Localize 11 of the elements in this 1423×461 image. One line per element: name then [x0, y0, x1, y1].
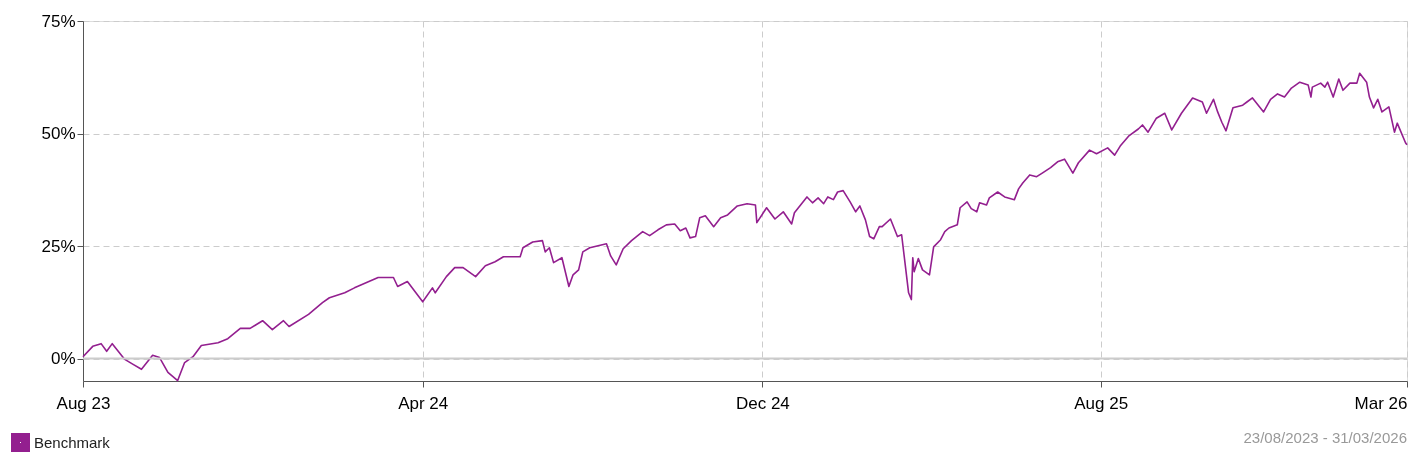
x-tick-label: Mar 26: [1354, 393, 1408, 413]
x-tick-label: Aug 23: [56, 393, 111, 413]
x-tick-label: Aug 25: [1074, 393, 1129, 413]
x-tick-label: Dec 24: [735, 393, 790, 413]
legend-label: Benchmark: [34, 433, 111, 451]
y-tick-label: 75%: [41, 11, 76, 31]
y-tick-label: 0%: [50, 349, 76, 368]
x-tick-label: Apr 24: [398, 393, 449, 413]
y-tick-label: 25%: [41, 236, 76, 256]
text: 23/08/2023 - 31/03/2026: [1243, 429, 1407, 446]
y-tick-label: 50%: [41, 124, 76, 143]
